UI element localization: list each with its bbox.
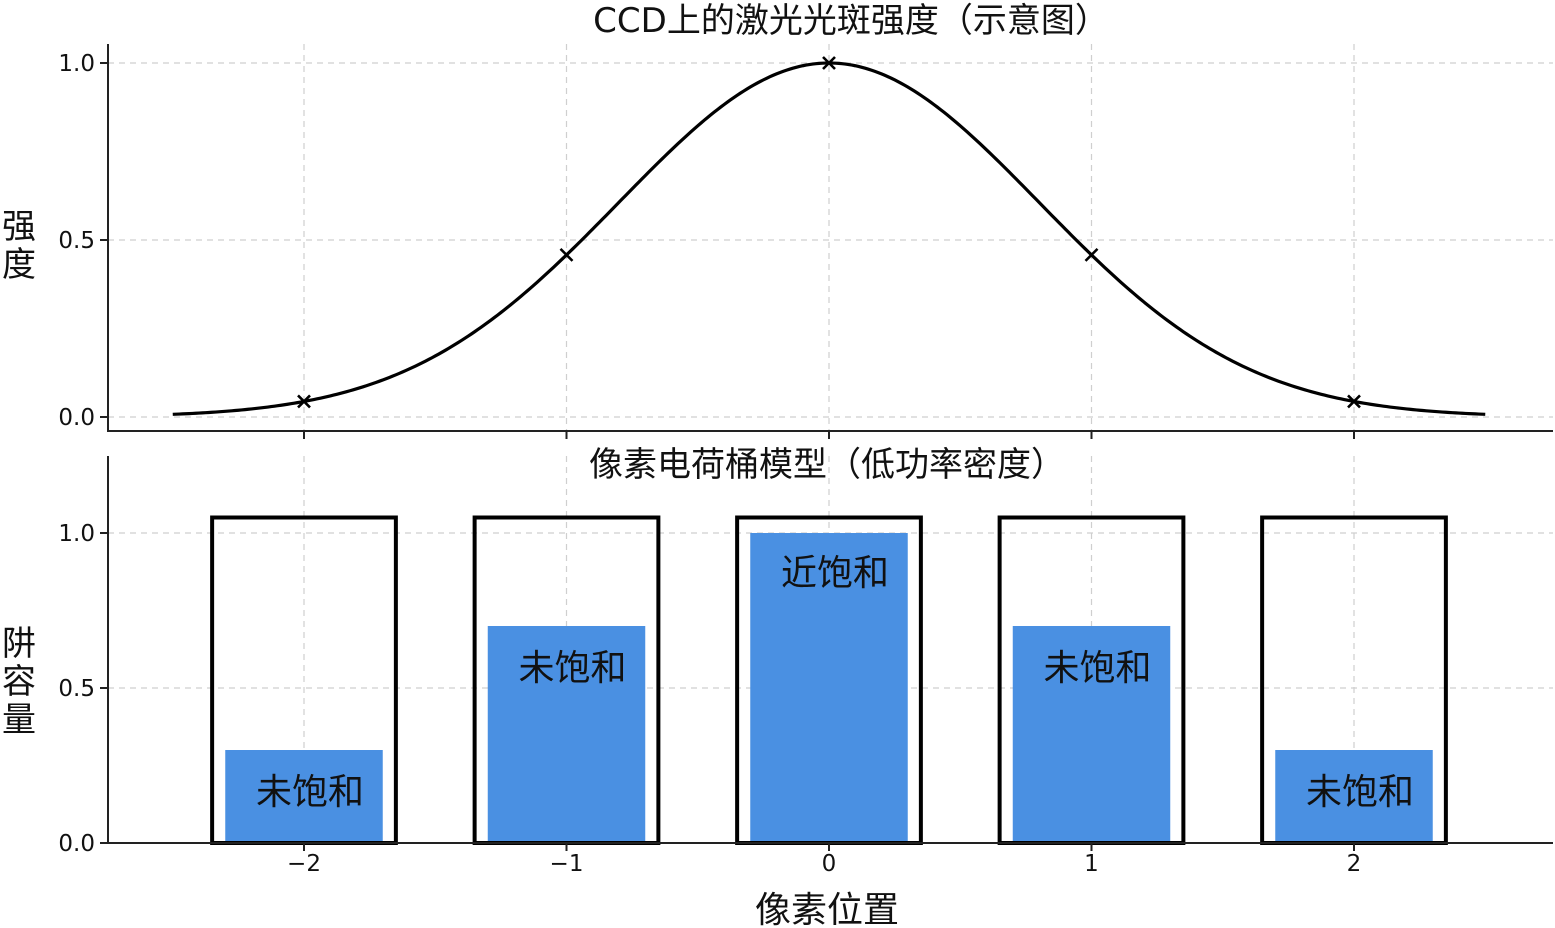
intensity-axes [107, 44, 1553, 432]
bucket-y-tick-label-1: 0.5 [58, 676, 95, 702]
charge-bar-3 [1012, 626, 1171, 843]
bucket-y-axis-label: 阱容量 [2, 624, 36, 740]
bar-label-2: 近饱和 [781, 553, 889, 594]
bucket-x-tick-label-1: −1 [550, 851, 584, 877]
charge-bar-4 [1275, 750, 1433, 843]
intensity-markers [297, 56, 1361, 409]
intensity-marker-0 [297, 394, 311, 409]
bar-label-0: 未饱和 [256, 772, 364, 813]
charge-bar-2 [750, 533, 908, 843]
intensity-grid [108, 44, 1553, 431]
intensity-marker-2 [822, 56, 836, 70]
pixel-position-x-axis-label: 像素位置 [755, 890, 899, 928]
intensity-y-ticks: 0.0 0.5 1.0 [58, 51, 108, 431]
intensity-marker-3 [1084, 247, 1099, 262]
bucket-y-tick-label-2: 1.0 [58, 521, 95, 547]
intensity-y-tick-label-0: 0.0 [58, 405, 95, 431]
intensity-chart-title: CCD上的激光光斑强度（示意图） [593, 1, 1109, 41]
intensity-panel: CCD上的激光光斑强度（示意图） 强度 0.0 0.5 1.0 [2, 1, 1553, 439]
bucket-x-ticks: −2 −1 0 1 2 [287, 843, 1361, 877]
bucket-y-ticks: 0.0 0.5 1.0 [58, 521, 108, 857]
bucket-chart-title: 像素电荷桶模型（低功率密度） [589, 445, 1065, 485]
bucket-y-tick-label-0: 0.0 [58, 831, 95, 857]
bucket-x-tick-label-2: 0 [822, 851, 837, 877]
charge-bucket-panel: 像素电荷桶模型（低功率密度） 阱容量 0.00.51.0 未饱和未饱和近饱和未饱… [2, 445, 1553, 928]
bucket-x-tick-label-3: 1 [1084, 851, 1099, 877]
bar-label-1: 未饱和 [518, 648, 626, 689]
intensity-marker-1 [559, 247, 574, 262]
bucket-x-tick-label-4: 2 [1347, 851, 1362, 877]
bucket-axes [107, 456, 1553, 844]
intensity-y-tick-label-2: 1.0 [58, 51, 95, 77]
intensity-y-tick-label-1: 0.5 [58, 228, 95, 254]
intensity-marker-4 [1347, 394, 1361, 409]
intensity-x-ticks [303, 431, 1355, 439]
charge-bars [225, 533, 1433, 843]
bucket-x-tick-label-0: −2 [287, 851, 321, 877]
charge-bar-0 [225, 750, 383, 843]
bar-label-3: 未饱和 [1043, 648, 1151, 689]
bar-label-4: 未饱和 [1306, 772, 1414, 813]
intensity-y-axis-label: 强度 [2, 207, 36, 285]
charge-bar-1 [487, 626, 646, 843]
